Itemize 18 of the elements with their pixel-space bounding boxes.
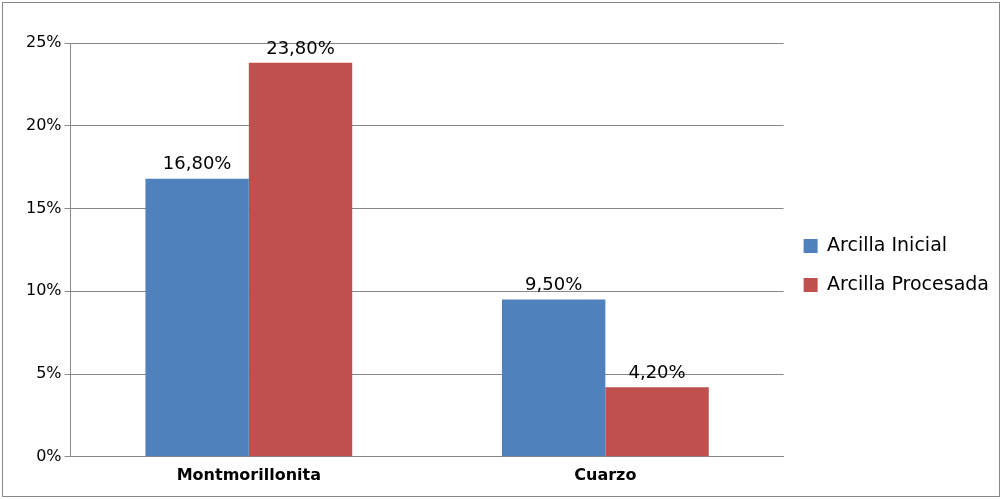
data-label: 4,20% [628,360,686,382]
legend-label: Arcilla Procesada [827,271,990,294]
data-label: 16,80% [162,152,232,174]
y-tick-label: 5% [36,363,62,383]
x-tick-label: Montmorillonita [176,464,321,484]
y-tick-label: 0% [36,445,62,465]
legend-label: Arcilla Inicial [827,232,948,255]
x-tick-label: Cuarzo [574,464,637,484]
bar [605,387,709,457]
data-label: 23,80% [266,36,335,58]
y-tick-label: 10% [26,280,62,300]
y-tick-label: 15% [26,197,62,217]
bar [145,178,249,457]
y-tick-label: 25% [26,32,62,52]
data-label: 9,50% [525,273,583,295]
y-tick-label: 20% [26,114,62,134]
bar [501,299,606,457]
bar [248,62,353,457]
